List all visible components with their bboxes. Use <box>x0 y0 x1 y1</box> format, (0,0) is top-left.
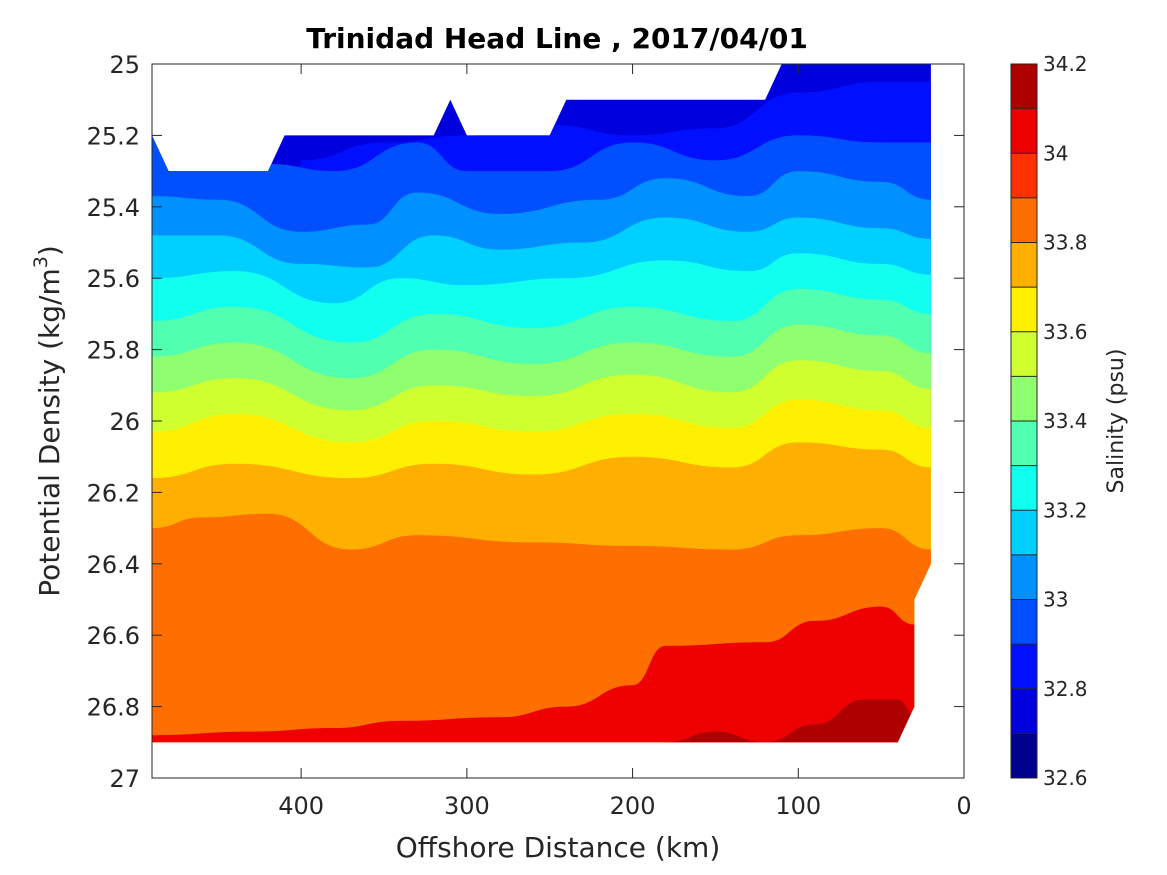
colorbar-swatch <box>1011 733 1037 778</box>
colorbar-tick-label: 34.2 <box>1043 52 1088 76</box>
colorbar-swatch <box>1011 688 1037 734</box>
y-axis: 25 25.2 25.4 25.6 25.8 26 26.2 26.4 26.6 26.8 27 <box>87 51 964 793</box>
colorbar-tick-label: 33.4 <box>1043 409 1088 433</box>
y-tick-label: 26.6 <box>87 622 140 650</box>
y-axis-title-close: ) <box>33 245 66 256</box>
plot-area: 400 300 200 100 0 25 25.2 25.4 25.6 25.8 26 26.2 26… <box>87 51 972 820</box>
colorbar-swatch <box>1011 554 1037 600</box>
colorbar-tick-label: 32.6 <box>1043 766 1088 790</box>
colorbar-tick-label: 33.2 <box>1043 498 1088 522</box>
y-axis-title-main: Potential Density (kg/m <box>33 268 66 597</box>
chart-title: Trinidad Head Line , 2017/04/01 <box>306 22 808 55</box>
y-tick-label: 25.6 <box>87 265 140 293</box>
colorbar-swatch <box>1011 197 1037 243</box>
colorbar-swatch <box>1011 287 1037 332</box>
x-tick-label: 100 <box>775 792 821 820</box>
y-tick-label: 27 <box>109 765 140 793</box>
x-tick-label: 300 <box>444 792 490 820</box>
x-tick-label: 200 <box>610 792 656 820</box>
y-tick-label: 26.8 <box>87 694 140 722</box>
y-tick-label: 25 <box>109 51 140 79</box>
colorbar-swatch <box>1011 108 1037 154</box>
colorbar-tick-label: 33.6 <box>1043 320 1088 344</box>
colorbar-swatch <box>1011 644 1037 689</box>
contour-band <box>152 606 931 743</box>
y-axis-title-superscript: 3 <box>30 256 52 268</box>
x-axis-title: Offshore Distance (km) <box>396 831 721 864</box>
y-tick-label: 26.2 <box>87 479 140 507</box>
colorbar-swatch <box>1011 510 1037 555</box>
y-tick-label: 26.4 <box>87 551 140 579</box>
colorbar-swatch <box>1011 599 1037 645</box>
colorbar-swatch <box>1011 242 1037 288</box>
colorbar-title: Salinity (psu) <box>1104 349 1129 494</box>
x-axis: 400 300 200 100 0 <box>278 64 972 820</box>
x-tick-label: 0 <box>956 792 971 820</box>
colorbar-tick-label: 34 <box>1043 141 1068 165</box>
colorbar-swatch <box>1011 153 1037 198</box>
x-tick-label: 400 <box>278 792 324 820</box>
colorbar-swatch <box>1011 331 1037 377</box>
colorbar-tick-label: 33 <box>1043 588 1068 612</box>
colorbar: 32.6 32.8 33 33.2 33.4 33.6 33.8 34 34.2 <box>1010 52 1088 790</box>
colorbar-tick-label: 32.8 <box>1043 677 1088 701</box>
colorbar-swatch <box>1011 421 1037 466</box>
colorbar-swatch <box>1011 64 1037 109</box>
y-axis-title: Potential Density (kg/m3) <box>30 245 66 597</box>
y-tick-label: 26 <box>109 408 140 436</box>
y-tick-label: 25.4 <box>87 194 140 222</box>
colorbar-swatch <box>1011 465 1037 511</box>
colorbar-swatch <box>1011 376 1037 421</box>
contour-fills <box>152 64 931 743</box>
colorbar-tick-label: 33.8 <box>1043 231 1088 255</box>
y-tick-label: 25.8 <box>87 337 140 365</box>
y-tick-label: 25.2 <box>87 122 140 150</box>
